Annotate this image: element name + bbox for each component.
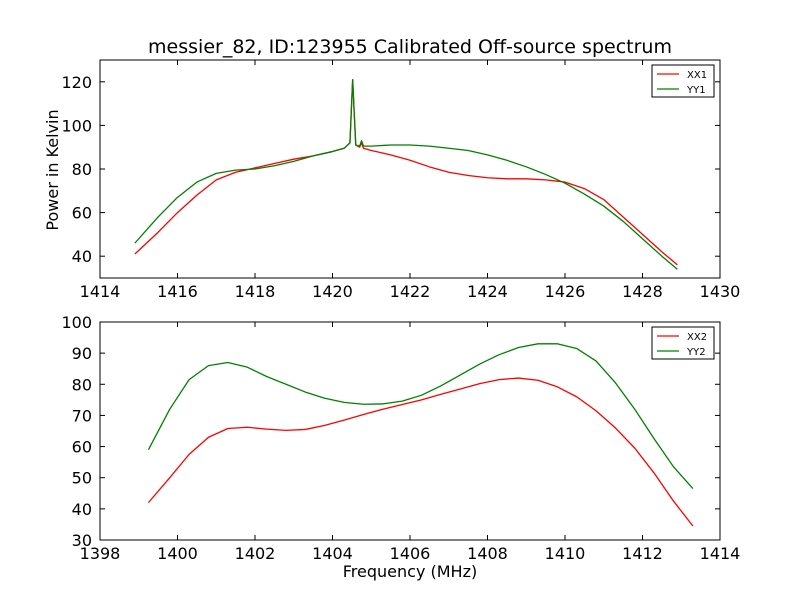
bottom-x-tick-label: 1414	[700, 544, 741, 563]
top-legend-box	[651, 64, 715, 98]
top-x-tick-label: 1426	[545, 282, 586, 301]
bottom-y-tick-label: 30	[72, 531, 92, 550]
chart-title: messier_82, ID:123955 Calibrated Off-sou…	[148, 36, 672, 58]
bottom-x-tick-label: 1408	[467, 544, 508, 563]
top-y-tick-label: 40	[72, 247, 92, 266]
top-y-tick-label: 100	[61, 116, 92, 135]
bottom-y-tick-label: 80	[72, 375, 92, 394]
top-y-tick-label: 120	[61, 73, 92, 92]
top-x-tick-label: 1424	[467, 282, 508, 301]
bottom-y-tick-label: 40	[72, 500, 92, 519]
bottom-y-tick-label: 90	[72, 344, 92, 363]
bottom-x-tick-label: 1400	[157, 544, 198, 563]
top-y-tick-label: 60	[72, 204, 92, 223]
bottom-x-tick-label: 1410	[545, 544, 586, 563]
plot-bottom: 1398 1400 1402 1404 1406 1408 1410 1412 1414 30 40…	[61, 313, 740, 563]
bottom-series-line-xx2	[147, 377, 694, 527]
plot-top: 1414 1416 1418 1420 1422 1424 1426 1428 1430 40 60…	[61, 59, 741, 301]
top-legend-label-xx1: XX1	[687, 70, 707, 81]
top-x-tick-label: 1428	[622, 282, 663, 301]
bottom-y-tick-label: 60	[72, 438, 92, 457]
bottom-y-tick-label: 70	[72, 406, 92, 425]
top-x-tick-label: 1414	[80, 282, 121, 301]
top-x-tick-label: 1422	[390, 282, 431, 301]
bottom-legend-label-yy2: YY2	[686, 347, 706, 358]
bottom-x-tick-label: 1406	[390, 544, 431, 563]
bottom-legend-box	[651, 326, 715, 360]
bottom-x-tick-label: 1398	[80, 544, 121, 563]
top-x-tick-label: 1430	[700, 282, 741, 301]
top-x-tick-label: 1418	[235, 282, 276, 301]
bottom-series-line-yy2	[147, 343, 694, 490]
y-axis-title-top: Power in Kelvin	[43, 109, 62, 230]
x-axis-title-bottom: Frequency (MHz)	[343, 562, 477, 581]
top-series-line-yy1	[134, 78, 678, 270]
top-legend-label-yy1: YY1	[686, 85, 706, 96]
bottom-x-tick-label: 1412	[622, 544, 663, 563]
top-y-tick-label: 80	[72, 160, 92, 179]
bottom-legend-label-xx2: XX2	[687, 332, 707, 343]
bottom-x-tick-label: 1402	[235, 544, 276, 563]
bottom-y-tick-label: 100	[61, 313, 92, 332]
bottom-x-tick-label: 1404	[312, 544, 353, 563]
bottom-y-tick-label: 50	[72, 469, 92, 488]
top-x-tick-label: 1420	[312, 282, 353, 301]
top-x-tick-label: 1416	[157, 282, 198, 301]
